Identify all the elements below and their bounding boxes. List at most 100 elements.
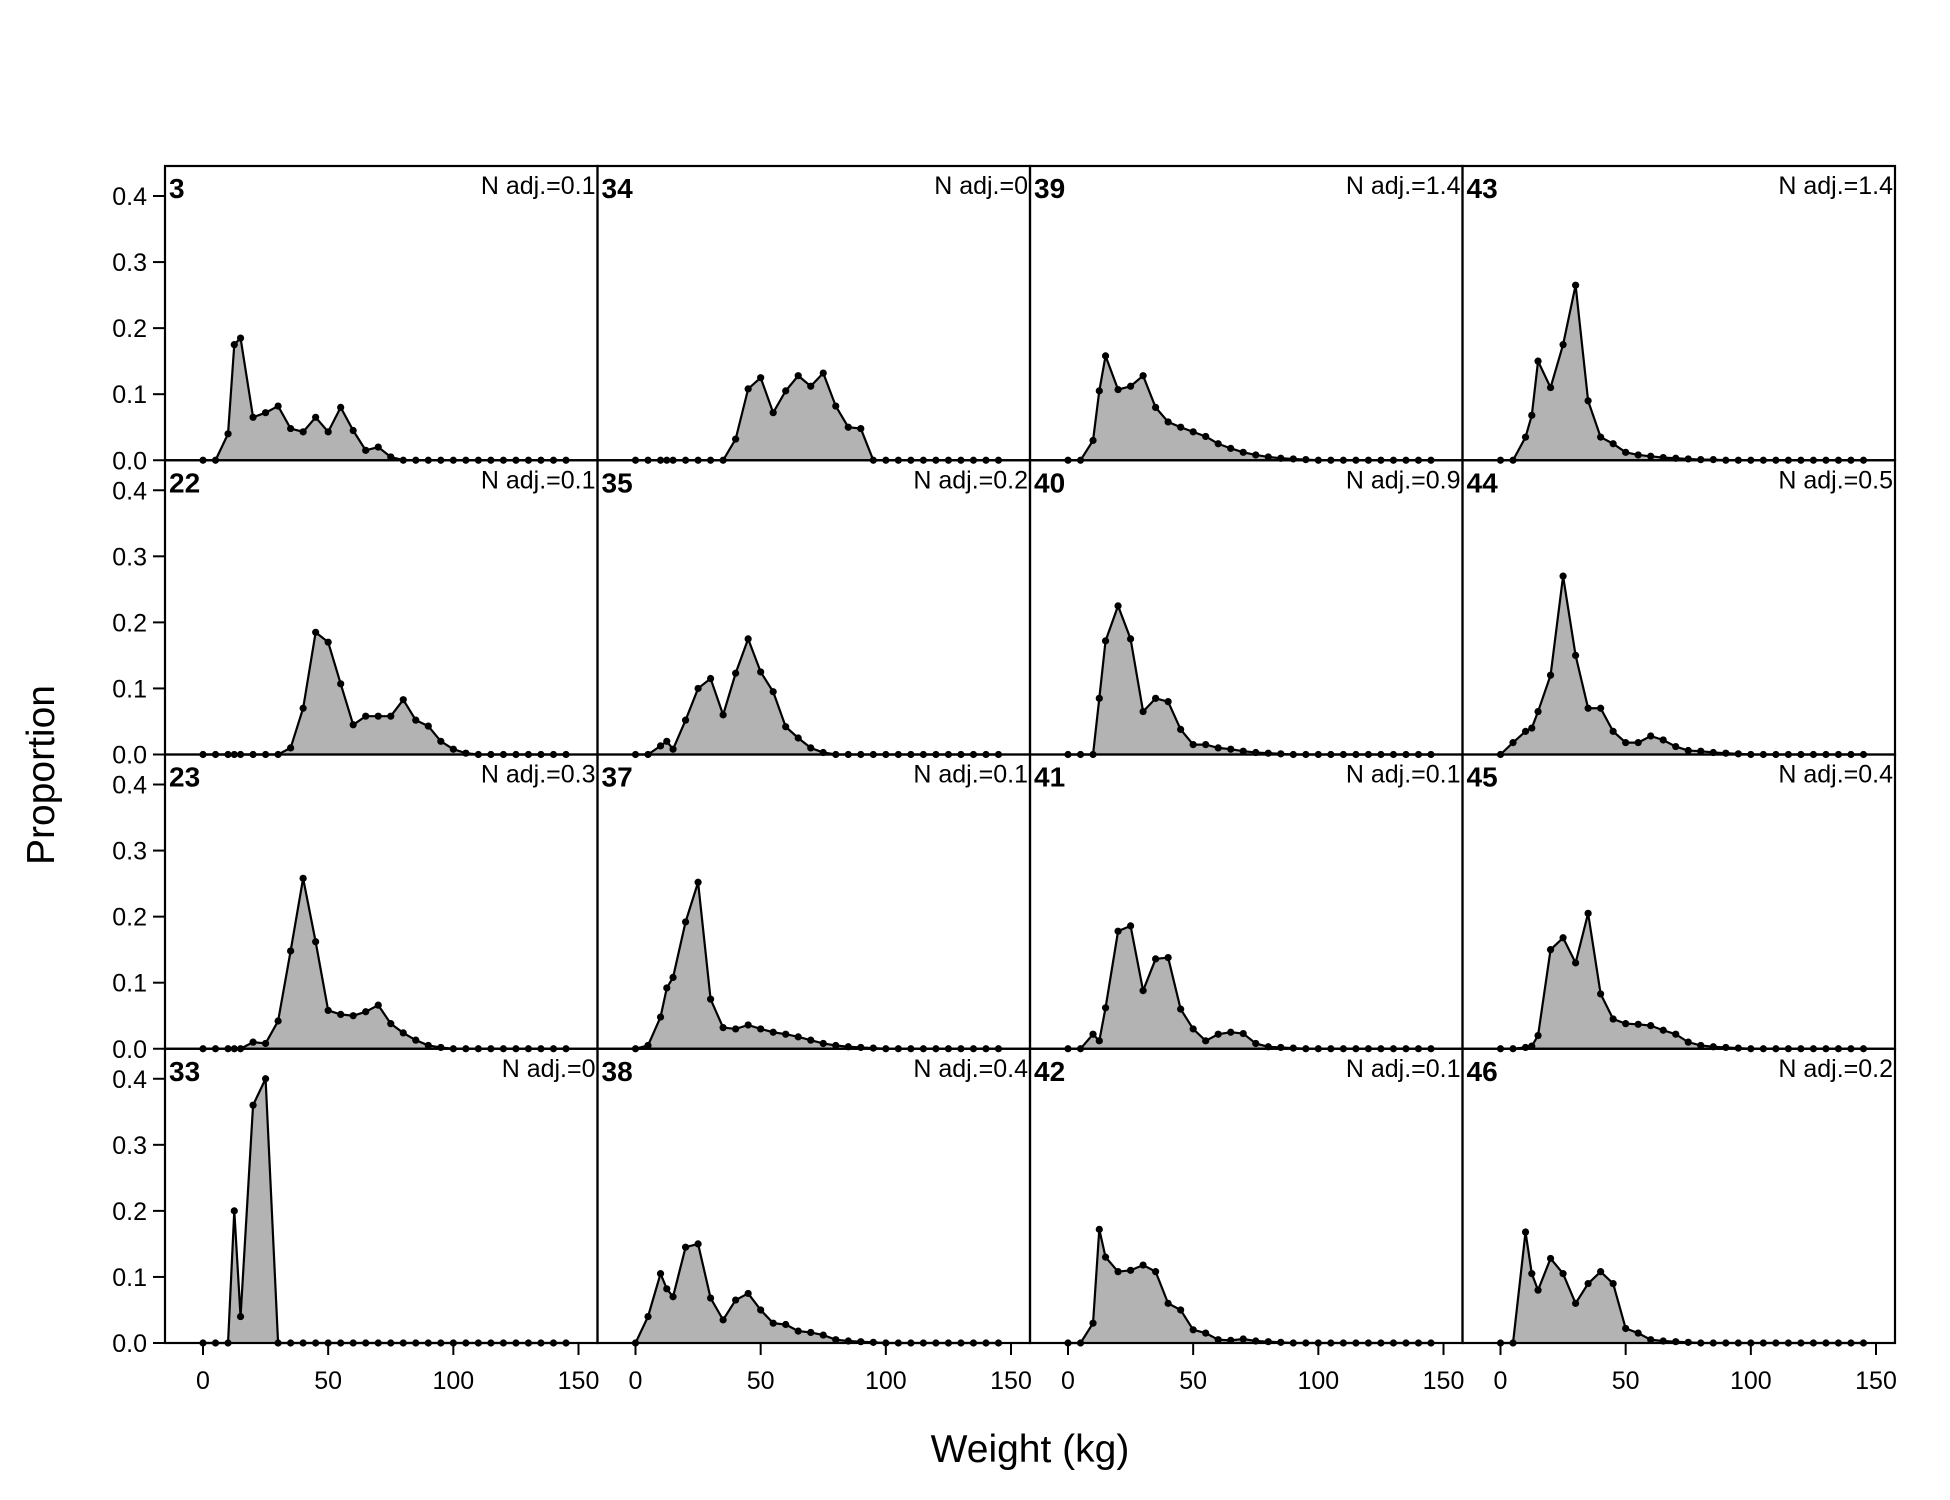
panel-42-point-3 bbox=[1095, 1225, 1103, 1233]
panel-43-point-13 bbox=[1647, 452, 1655, 460]
panel-23-point-8 bbox=[287, 947, 295, 955]
panel-41-point-14 bbox=[1227, 1028, 1235, 1036]
y-tick-label-r1-0: 0.0 bbox=[112, 742, 147, 770]
panel-3-point-5 bbox=[249, 413, 257, 421]
panel-44-id: 44 bbox=[1467, 467, 1499, 498]
y-tick-label-r2-1: 0.1 bbox=[112, 970, 147, 998]
panel-23-point-10 bbox=[312, 938, 320, 946]
panel-34-point-17 bbox=[832, 402, 840, 410]
panel-39-point-19 bbox=[1289, 455, 1297, 463]
panel-35-area bbox=[635, 638, 999, 755]
x-tick-label-c0-2: 100 bbox=[432, 1367, 474, 1395]
panel-34-point-18 bbox=[844, 423, 852, 431]
panel-44-point-3 bbox=[1528, 724, 1536, 732]
panel-3-nadj: N adj.=0.1 bbox=[481, 172, 596, 200]
panel-46-point-2 bbox=[1521, 1228, 1530, 1236]
panel-43-point-12 bbox=[1634, 451, 1642, 459]
panel-41-point-9 bbox=[1164, 953, 1172, 962]
panel-43-point-10 bbox=[1609, 440, 1617, 448]
panel-34: 34 N adj.=0 bbox=[596, 164, 1032, 464]
panel-43-point-5 bbox=[1546, 383, 1555, 392]
panel-41-point-11 bbox=[1189, 1025, 1197, 1033]
panel-39-point-11 bbox=[1189, 428, 1197, 436]
panel-45: 45 N adj.=0.4 bbox=[1461, 753, 1897, 1053]
panel-39-point-10 bbox=[1177, 423, 1185, 431]
panel-46-point-3 bbox=[1528, 1270, 1536, 1278]
panel-44-point-19 bbox=[1722, 749, 1730, 757]
panel-3-point-2 bbox=[224, 430, 232, 438]
x-tick-label-c2-1: 50 bbox=[1179, 1367, 1207, 1395]
panel-3-point-8 bbox=[287, 424, 295, 433]
panel-44-point-4 bbox=[1534, 707, 1542, 716]
panel-40-point-9 bbox=[1164, 698, 1172, 706]
panel-37-point-7 bbox=[707, 995, 715, 1003]
panel-35-point-2 bbox=[656, 742, 665, 750]
panel-22-point-18 bbox=[412, 716, 420, 724]
panel-23-point-9 bbox=[299, 874, 307, 882]
panel-38-point-6 bbox=[694, 1240, 702, 1248]
panel-45-nadj: N adj.=0.4 bbox=[1778, 761, 1893, 789]
y-tick-label-r0-4: 0.4 bbox=[112, 183, 147, 211]
panel-37-point-19 bbox=[857, 1043, 865, 1052]
panel-3-point-6 bbox=[261, 409, 270, 417]
panel-38-point-19 bbox=[857, 1338, 865, 1346]
panel-46-id: 46 bbox=[1467, 1056, 1498, 1087]
panel-33-point-6 bbox=[261, 1075, 270, 1083]
panel-3-point-13 bbox=[349, 426, 357, 435]
panel-41-point-4 bbox=[1101, 1004, 1110, 1012]
panel-23-point-16 bbox=[387, 1020, 395, 1028]
y-tick-label-r1-1: 0.1 bbox=[112, 675, 147, 703]
y-tick-label-r0-2: 0.2 bbox=[112, 315, 147, 343]
panel-43-point-16 bbox=[1684, 455, 1692, 463]
panel-3-point-7 bbox=[274, 402, 282, 410]
panel-44-point-12 bbox=[1634, 739, 1642, 747]
panel-37-point-9 bbox=[732, 1025, 740, 1033]
panel-35-frame bbox=[596, 459, 1032, 756]
panel-38-point-8 bbox=[719, 1316, 727, 1324]
panel-45-point-9 bbox=[1597, 990, 1605, 998]
panel-34-area bbox=[635, 373, 999, 461]
panel-45-point-5 bbox=[1546, 946, 1555, 954]
panel-23-point-11 bbox=[324, 1006, 332, 1015]
panel-38-point-5 bbox=[681, 1243, 690, 1251]
panel-45-point-15 bbox=[1672, 1030, 1680, 1038]
y-tick-label-r2-4: 0.4 bbox=[112, 772, 147, 800]
panel-42-point-11 bbox=[1189, 1326, 1197, 1334]
panel-42: 42 N adj.=0.1 bbox=[1028, 1047, 1464, 1347]
panel-3-point-14 bbox=[362, 446, 370, 454]
panel-22-nadj: N adj.=0.1 bbox=[481, 466, 596, 494]
panel-37-nadj: N adj.=0.1 bbox=[913, 761, 1028, 789]
panel-45-area bbox=[1500, 913, 1864, 1049]
panel-46-point-13 bbox=[1647, 1336, 1655, 1344]
panel-44-point-14 bbox=[1659, 736, 1667, 744]
panel-45-point-2 bbox=[1521, 1043, 1530, 1052]
panel-40-frame bbox=[1028, 459, 1464, 756]
panel-3-point-16 bbox=[387, 453, 395, 461]
panel-46-point-8 bbox=[1584, 1279, 1592, 1288]
panel-43-point-4 bbox=[1534, 357, 1542, 365]
panel-44-point-17 bbox=[1697, 747, 1705, 755]
panel-38-point-4 bbox=[669, 1293, 677, 1301]
panel-46-area bbox=[1500, 1232, 1864, 1343]
panel-39-point-7 bbox=[1139, 372, 1147, 380]
panel-22-id: 22 bbox=[169, 467, 200, 498]
panel-43-id: 43 bbox=[1467, 173, 1498, 204]
panel-42-point-6 bbox=[1126, 1266, 1135, 1274]
panel-38-point-16 bbox=[819, 1331, 827, 1339]
panel-44-point-15 bbox=[1672, 742, 1680, 751]
panel-46-point-15 bbox=[1672, 1338, 1680, 1346]
panel-42-nadj: N adj.=0.1 bbox=[1346, 1055, 1461, 1083]
panel-41-point-5 bbox=[1114, 927, 1122, 935]
panel-42-point-17 bbox=[1264, 1338, 1272, 1346]
panel-33-point-5 bbox=[249, 1101, 257, 1109]
panel-39-point-5 bbox=[1114, 385, 1122, 394]
panel-43-point-3 bbox=[1528, 411, 1536, 419]
panel-23-id: 23 bbox=[169, 762, 200, 793]
panel-45-point-7 bbox=[1572, 959, 1580, 967]
panel-41-id: 41 bbox=[1034, 762, 1065, 793]
panel-33-id: 33 bbox=[169, 1056, 200, 1087]
panel-43-nadj: N adj.=1.4 bbox=[1778, 172, 1893, 200]
x-tick-label-c0-3: 150 bbox=[558, 1367, 600, 1395]
panel-38: 38 N adj.=0.4 bbox=[596, 1047, 1032, 1347]
